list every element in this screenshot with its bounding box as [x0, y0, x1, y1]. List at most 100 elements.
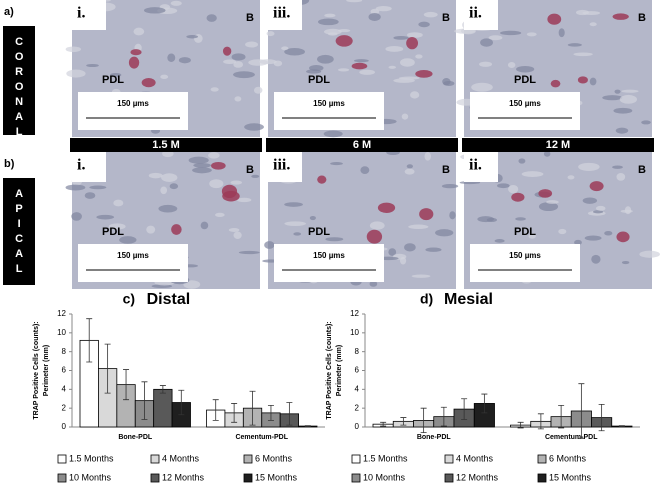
cell — [398, 76, 420, 80]
legend-swatch — [444, 473, 454, 483]
cell — [65, 184, 86, 191]
y-tick-label: 12 — [350, 309, 359, 318]
cell — [410, 91, 420, 99]
cell — [231, 53, 246, 61]
cell — [284, 202, 303, 207]
error-bar — [537, 413, 544, 430]
cell — [604, 230, 613, 236]
cell — [393, 35, 409, 40]
cell — [206, 14, 217, 22]
cell — [86, 63, 99, 68]
cell — [158, 204, 178, 213]
legend-swatch — [57, 473, 67, 483]
pdl-label: PDL — [102, 226, 124, 238]
cell — [582, 11, 601, 16]
legend-swatch — [537, 454, 547, 464]
cell — [244, 123, 264, 131]
cell — [592, 210, 604, 214]
cell — [375, 6, 392, 12]
cell — [337, 68, 350, 72]
cell — [281, 46, 289, 51]
panel-numeral: iii. — [273, 5, 290, 22]
cell — [309, 64, 324, 72]
cell — [293, 232, 302, 236]
cell — [573, 52, 593, 57]
cell — [589, 22, 597, 27]
panel-numeral: ii. — [469, 157, 482, 174]
stain — [335, 35, 353, 47]
bone-label: B — [442, 12, 450, 24]
cell — [401, 113, 409, 120]
bone-label: B — [638, 12, 646, 24]
y-tick-label: 8 — [355, 347, 360, 356]
row-label: a) — [4, 6, 14, 18]
scale-text: 150 µms — [117, 99, 149, 108]
cell — [441, 183, 459, 189]
panel-numeral: iii. — [273, 157, 290, 174]
y-tick-label: 10 — [57, 328, 66, 337]
cell — [264, 241, 275, 249]
cell — [238, 250, 260, 255]
y-tick-label: 6 — [355, 366, 360, 375]
legend-swatch — [57, 454, 67, 464]
cell — [411, 274, 431, 278]
stain — [415, 69, 433, 78]
stain — [550, 79, 561, 88]
cell — [119, 236, 137, 244]
legend-swatch — [444, 454, 454, 464]
cell — [388, 65, 396, 69]
cell — [528, 233, 536, 239]
cell — [574, 239, 582, 245]
cell — [399, 256, 407, 265]
cell — [612, 165, 623, 169]
legend-label: 10 Months — [363, 472, 406, 482]
legend-label: 1.5 Months — [69, 453, 114, 463]
legend-label: 6 Months — [255, 453, 293, 463]
scale-text: 150 µms — [117, 251, 149, 260]
numeral-box — [464, 152, 498, 182]
cell — [188, 156, 209, 164]
error-bar — [104, 343, 111, 394]
cell — [369, 280, 378, 287]
cell — [193, 163, 212, 168]
stain — [419, 208, 434, 221]
scale-box — [470, 244, 580, 282]
cell — [209, 179, 224, 189]
error-bar — [212, 399, 219, 421]
legend-swatch — [351, 473, 361, 483]
legend-swatch — [150, 473, 160, 483]
stain — [366, 229, 383, 244]
error-bar — [159, 385, 166, 394]
legend-label: 15 Months — [549, 472, 592, 482]
cell — [641, 120, 651, 125]
cell — [619, 94, 638, 104]
cell — [442, 78, 451, 86]
cell — [558, 228, 567, 235]
cell — [582, 197, 598, 204]
numeral-box — [72, 152, 106, 182]
cell — [360, 166, 370, 174]
cell — [178, 57, 191, 64]
cell — [84, 192, 96, 199]
error-bar — [400, 417, 407, 426]
scale-text: 150 µms — [509, 251, 541, 260]
bone-label: B — [638, 164, 646, 176]
cell — [408, 224, 429, 230]
y-tick-label: 4 — [62, 384, 67, 393]
legend-label: 1.5 Months — [363, 453, 408, 463]
cell — [388, 248, 397, 256]
pdl-label: PDL — [102, 74, 124, 86]
cell — [160, 74, 169, 80]
error-bar — [249, 390, 256, 426]
error-bar — [598, 404, 605, 432]
y-tick-label: 12 — [57, 309, 66, 318]
side-text: CORONAL — [13, 36, 25, 141]
legend-label: 6 Months — [549, 453, 587, 463]
legend-label: 10 Months — [69, 472, 112, 482]
row-label: b) — [4, 158, 15, 170]
stain — [351, 62, 368, 70]
x-tick-label: Cementum-PDL — [545, 434, 598, 441]
cell — [543, 151, 551, 157]
error-bar — [380, 421, 387, 427]
cell — [494, 239, 505, 243]
